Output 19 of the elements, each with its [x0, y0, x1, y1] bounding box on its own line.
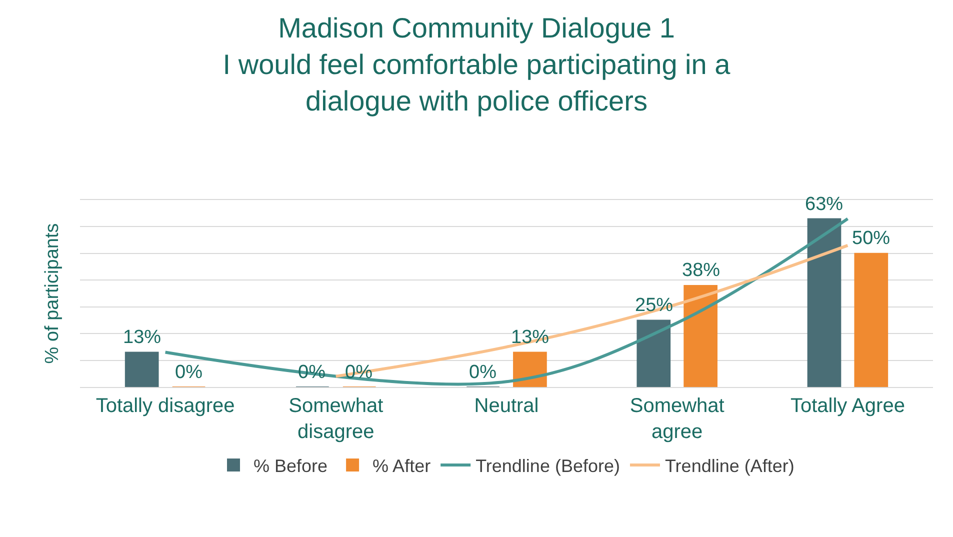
x-tick-label: Somewhat disagree	[288, 395, 384, 443]
x-tick-label: Neutral	[474, 395, 539, 417]
legend-label: % After	[372, 456, 431, 476]
data-label: 0%	[469, 362, 497, 383]
data-label: 38%	[682, 260, 720, 281]
data-label: 25%	[635, 295, 674, 316]
y-axis-title: % of participants	[42, 223, 63, 364]
chart-title: Madison Community Dialogue 1 I would feel comfortable participating in a dialogue with police officers	[222, 12, 731, 116]
data-label: 0%	[175, 362, 203, 383]
data-label: 13%	[511, 327, 550, 348]
legend-label: % Before	[254, 456, 328, 476]
x-tick-label: Somewhat agree	[630, 395, 725, 443]
data-label: 63%	[805, 194, 844, 215]
x-tick-label: Totally disagree	[96, 395, 235, 417]
data-label: 50%	[852, 228, 890, 249]
legend-label: Trendline (Before)	[476, 456, 620, 476]
data-label: 13%	[123, 327, 162, 348]
legend-label: Trendline (After)	[664, 456, 794, 476]
x-tick-label: Totally Agree	[790, 395, 905, 417]
